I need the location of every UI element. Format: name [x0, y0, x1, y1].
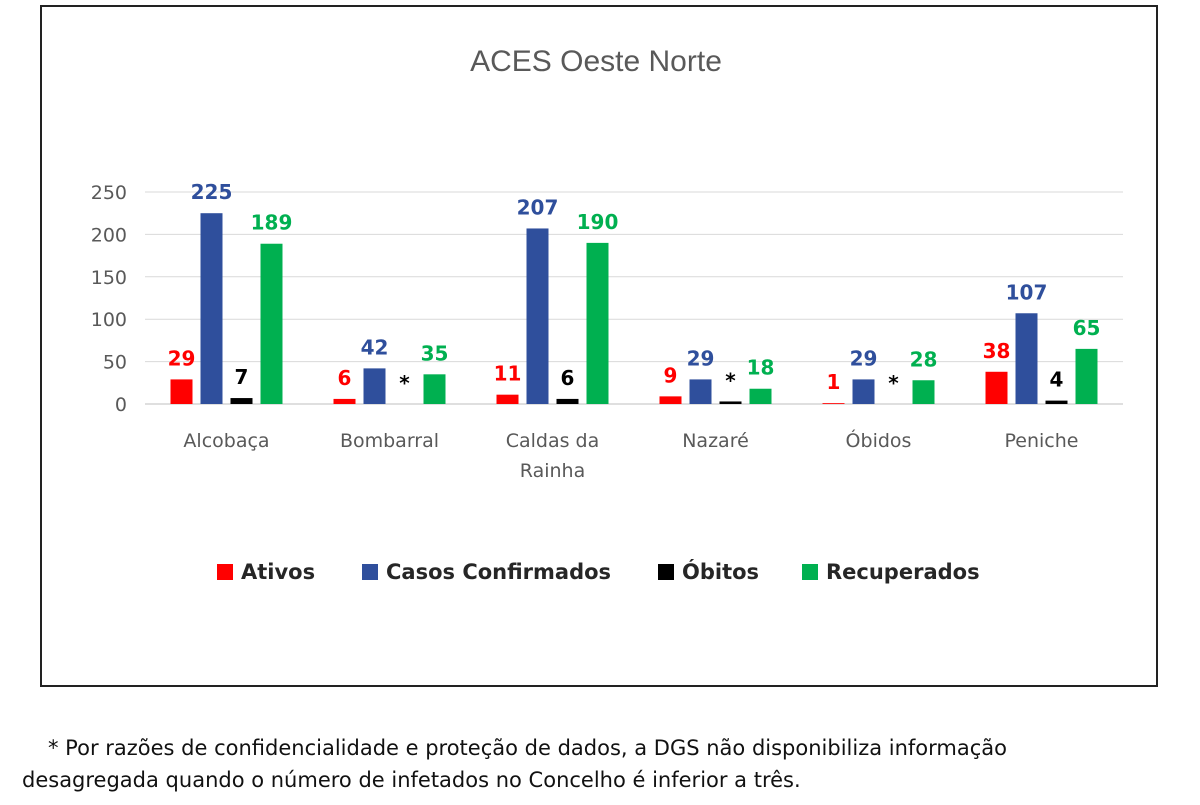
data-label: 190 [577, 210, 619, 234]
bar-ativos [985, 371, 1008, 404]
bar-casos-confirmados [852, 379, 875, 404]
bar-recuperados [423, 374, 446, 404]
data-label: 29 [687, 346, 715, 370]
legend-swatch [362, 564, 378, 580]
bar-casos-confirmados [1015, 313, 1038, 404]
y-tick-label: 150 [91, 267, 127, 289]
data-label: 28 [910, 347, 938, 371]
y-tick-label: 100 [91, 309, 127, 331]
bar-recuperados [1075, 348, 1098, 404]
y-tick-label: 200 [91, 224, 127, 246]
bar-casos-confirmados [689, 379, 712, 404]
y-tick-label: 250 [91, 182, 127, 204]
legend-swatch [658, 564, 674, 580]
x-tick-label: Rainha [520, 460, 585, 482]
x-tick-label: Nazaré [682, 430, 749, 452]
footnote-line-2: desagregada quando o número de infetados… [22, 768, 801, 792]
data-label: 207 [517, 195, 559, 219]
data-label: 4 [1050, 368, 1064, 392]
footnote-line-1: * Por razões de confidencialidade e prot… [48, 736, 1008, 760]
x-tick-label: Alcobaça [183, 430, 269, 452]
bar-recuperados [260, 243, 283, 404]
legend-label: Casos Confirmados [386, 560, 611, 584]
data-label: 11 [494, 362, 522, 386]
legend-swatch [217, 564, 233, 580]
data-label: * [399, 371, 410, 395]
bar-recuperados [749, 388, 772, 404]
data-label: 35 [421, 341, 449, 365]
bar-ativos [496, 394, 519, 404]
bar-óbitos [230, 398, 253, 404]
data-label: 7 [235, 365, 249, 389]
bar-ativos [333, 398, 356, 404]
data-label: 38 [983, 339, 1011, 363]
data-label: 29 [850, 346, 878, 370]
data-label: 18 [747, 356, 775, 380]
chart-frame: ACES Oeste Norte 0 50 100 150 200 250 29 225 7 189… [40, 5, 1158, 687]
data-label: 65 [1073, 316, 1101, 340]
data-label: 42 [361, 335, 389, 359]
bar-recuperados [912, 380, 935, 404]
legend-swatch [802, 564, 818, 580]
footnote: * Por razões de confidencialidade e prot… [22, 732, 1182, 796]
data-label: 107 [1006, 280, 1048, 304]
bar-ativos [659, 396, 682, 404]
bar-óbitos [1045, 400, 1068, 404]
data-label: 29 [168, 346, 196, 370]
data-label: 1 [827, 370, 841, 394]
bar-casos-confirmados [200, 213, 223, 404]
data-label: 9 [664, 363, 678, 387]
data-label: * [725, 368, 736, 392]
legend-label: Ativos [241, 560, 315, 584]
x-tick-label: Caldas da [506, 430, 600, 452]
data-label: 189 [251, 211, 293, 235]
bar-casos-confirmados [363, 368, 386, 404]
y-tick-label: 0 [115, 394, 127, 416]
x-tick-label: Bombarral [340, 430, 439, 452]
data-label: 225 [191, 180, 233, 204]
bar-óbitos [556, 398, 579, 404]
bar-casos-confirmados [526, 228, 549, 404]
data-label: 6 [338, 366, 352, 390]
legend-label: Recuperados [826, 560, 980, 584]
y-tick-label: 50 [103, 352, 127, 374]
data-label: * [888, 371, 899, 395]
bar-óbitos [719, 401, 742, 404]
data-label: 6 [561, 366, 575, 390]
bar-recuperados [586, 242, 609, 404]
chart-title: ACES Oeste Norte [470, 45, 722, 78]
x-tick-label: Peniche [1005, 430, 1079, 452]
bar-ativos [822, 403, 845, 404]
bar-ativos [170, 379, 193, 404]
x-tick-label: Óbidos [846, 428, 912, 452]
bar-chart: ACES Oeste Norte050100150200250292257189… [91, 45, 1123, 584]
legend-label: Óbitos [682, 559, 759, 584]
